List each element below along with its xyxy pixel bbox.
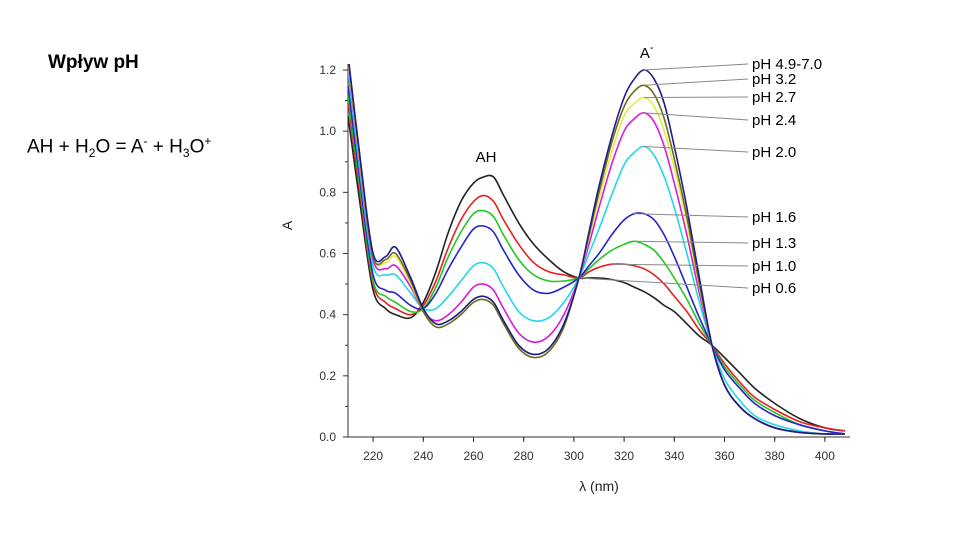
chart-legend: pH 4.9-7.0pH 3.2pH 2.7 pH 2.4 pH 2.0 pH 1.6… xyxy=(578,56,822,297)
annotation-superscript: - xyxy=(650,42,654,54)
peak-annotation: AH xyxy=(476,149,497,166)
series-line xyxy=(348,64,846,435)
legend-leader-line xyxy=(644,96,749,99)
y-tick-label: 1.0 xyxy=(319,124,336,138)
y-axis-label: A xyxy=(279,220,295,230)
reaction-equation: AH + H2O = A- + H3O+ xyxy=(27,134,212,161)
legend-entry: pH 1.0 xyxy=(752,258,796,275)
y-tick-label: 0.2 xyxy=(319,369,336,383)
x-tick-label: 240 xyxy=(413,449,433,463)
legend-entry: pH 2.0 xyxy=(752,144,796,161)
x-tick-label: 320 xyxy=(614,449,634,463)
legend-entry: pH 3.2 xyxy=(752,71,796,88)
legend-entry: pH 4.9-7.0 xyxy=(752,56,822,73)
legend-entry: pH 2.4 xyxy=(752,112,796,129)
y-tick-label: 1.2 xyxy=(319,63,336,77)
x-tick-label: 260 xyxy=(463,449,483,463)
legend-entry: pH 1.6 xyxy=(752,209,796,226)
y-tick-label: 0.8 xyxy=(319,185,336,199)
legend-leader-line xyxy=(644,78,749,86)
x-tick-label: 380 xyxy=(765,449,785,463)
chart-series xyxy=(348,64,846,435)
legend-leader-line xyxy=(644,63,749,71)
x-tick-label: 400 xyxy=(815,449,835,463)
legend-leader-line xyxy=(634,240,749,244)
x-tick-label: 300 xyxy=(564,449,584,463)
y-tick-label: 0.0 xyxy=(319,430,336,444)
legend-entry: pH 0.6 xyxy=(752,280,796,297)
legend-entry: pH 2.7 xyxy=(752,89,796,106)
legend-leader-line xyxy=(644,112,749,121)
chart-annotations: AH A- xyxy=(476,42,654,166)
x-tick-label: 340 xyxy=(664,449,684,463)
peak-annotation: A- xyxy=(640,42,654,62)
legend-leader-line xyxy=(578,277,749,289)
slide-title: Wpływ pH xyxy=(48,52,139,73)
legend-entry: pH 1.3 xyxy=(752,235,796,252)
x-tick-label: 280 xyxy=(514,449,534,463)
chart-axes: 220 240 260 280 300 320 340 360 380 400 0.0 0.2 0.4 0… xyxy=(279,63,850,494)
x-tick-label: 360 xyxy=(714,449,734,463)
y-tick-label: 0.4 xyxy=(319,308,336,322)
legend-leader-line xyxy=(634,213,749,218)
y-tick-label: 0.6 xyxy=(319,247,336,261)
legend-leader-line xyxy=(644,145,749,153)
legend-leader-line xyxy=(611,263,749,267)
x-tick-label: 220 xyxy=(363,449,383,463)
x-axis-label: λ (nm) xyxy=(579,478,619,494)
